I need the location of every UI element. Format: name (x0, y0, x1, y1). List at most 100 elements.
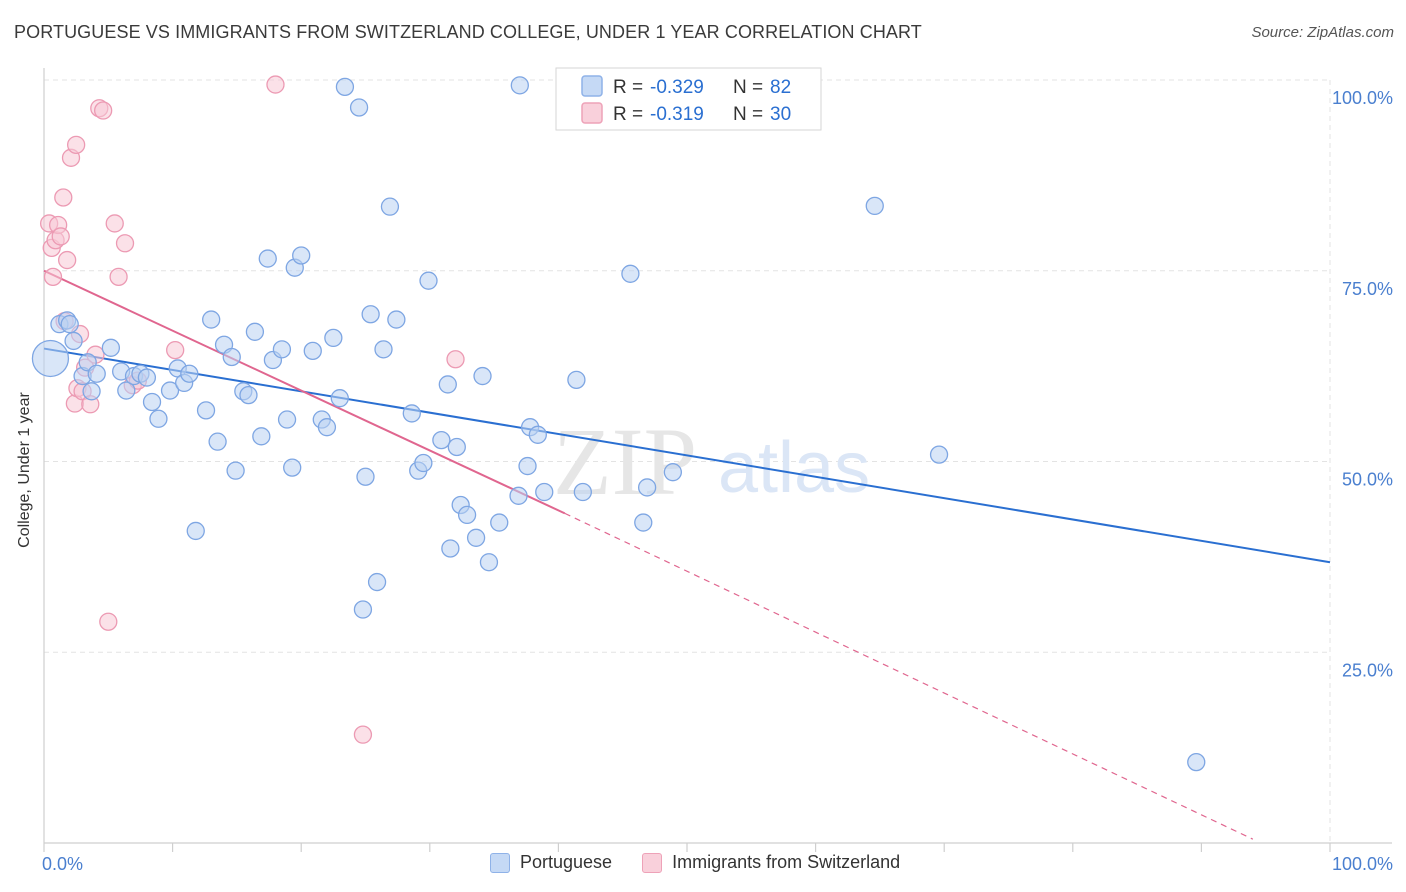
point-portuguese (353, 600, 373, 619)
point-portuguese (137, 368, 157, 387)
stats-n-value-2: 30 (770, 104, 791, 125)
point-portuguese (324, 328, 343, 348)
stats-r-label-2: R = (613, 104, 643, 125)
point-portuguese (277, 410, 297, 429)
point-swiss (266, 75, 285, 94)
point-swiss (54, 188, 73, 207)
point-portuguese (252, 427, 271, 446)
point-portuguese (31, 339, 70, 378)
watermark-atlas: atlas (718, 428, 870, 508)
point-portuguese (283, 458, 302, 477)
point-portuguese (258, 249, 277, 268)
stats-r-label-1: R = (613, 77, 643, 98)
legend-item-portuguese[interactable]: Portuguese (490, 852, 612, 873)
point-portuguese (387, 310, 406, 329)
point-portuguese (419, 271, 438, 290)
point-portuguese (457, 505, 477, 525)
point-portuguese (60, 315, 79, 334)
point-portuguese (245, 322, 265, 341)
axes (43, 68, 1392, 852)
point-portuguese (202, 310, 221, 329)
point-swiss (109, 267, 128, 287)
stats-r-value-1: -0.329 (650, 77, 704, 98)
point-portuguese (402, 404, 421, 423)
point-portuguese (637, 478, 657, 497)
point-swiss (51, 227, 70, 246)
point-portuguese (160, 381, 180, 400)
point-portuguese (196, 401, 216, 420)
point-portuguese (208, 432, 227, 451)
point-portuguese (374, 340, 393, 359)
stats-n-label-2: N = (733, 104, 763, 125)
point-portuguese (330, 389, 349, 408)
point-portuguese (303, 341, 322, 361)
y-tick-label: 25.0% (1342, 660, 1393, 680)
point-portuguese (292, 246, 311, 265)
point-swiss (94, 101, 113, 120)
point-portuguese (356, 467, 375, 486)
point-portuguese (535, 482, 554, 502)
stats-swatch-pink (581, 102, 603, 124)
point-portuguese (528, 425, 547, 444)
point-swiss (57, 250, 77, 270)
point-portuguese (473, 366, 492, 386)
point-portuguese (438, 375, 457, 394)
y-axis-label: College, Under 1 year (16, 392, 33, 548)
point-portuguese (447, 437, 466, 457)
point-swiss (99, 612, 118, 631)
trend-lines (43, 269, 1331, 840)
point-swiss (43, 267, 63, 287)
y-tick-label: 50.0% (1342, 470, 1393, 490)
point-portuguese (222, 347, 241, 367)
points-portuguese (31, 76, 1206, 772)
point-portuguese (663, 463, 683, 482)
watermark-zip: ZIP (553, 408, 697, 515)
point-swiss (166, 340, 185, 360)
point-portuguese (490, 513, 509, 532)
trend-line-swiss (43, 269, 566, 515)
x-tick-label-min: 0.0% (42, 854, 83, 874)
y-tick-label: 75.0% (1342, 279, 1393, 299)
point-portuguese (518, 456, 537, 476)
point-portuguese (929, 445, 949, 464)
chart-title: PORTUGUESE VS IMMIGRANTS FROM SWITZERLAN… (14, 22, 922, 42)
point-portuguese (634, 513, 653, 532)
trend-line-portuguese (43, 347, 1331, 564)
watermark: ZIP atlas (553, 408, 870, 515)
point-swiss (105, 214, 124, 233)
legend-label-portuguese: Portuguese (520, 852, 613, 872)
point-portuguese (432, 430, 451, 450)
stats-n-label-1: N = (733, 77, 763, 98)
point-swiss (353, 725, 373, 744)
point-portuguese (180, 364, 199, 383)
points-swiss (39, 75, 465, 744)
stats-n-value-1: 82 (770, 77, 791, 98)
x-tick-label-max: 100.0% (1332, 854, 1393, 874)
point-portuguese (272, 340, 292, 359)
point-portuguese (117, 381, 136, 400)
legend-swatch-swiss (642, 852, 663, 873)
point-portuguese (82, 382, 101, 401)
point-portuguese (621, 264, 640, 283)
point-portuguese (441, 539, 460, 558)
point-portuguese (361, 305, 380, 324)
legend-item-swiss[interactable]: Immigrants from Switzerland (642, 852, 900, 873)
legend-label-swiss: Immigrants from Switzerland (672, 852, 901, 872)
point-portuguese (239, 385, 258, 405)
point-swiss (115, 234, 135, 253)
point-portuguese (142, 392, 162, 412)
trend-line-swiss-extension (564, 512, 1254, 840)
point-portuguese (101, 338, 121, 357)
point-swiss (446, 350, 465, 369)
point-portuguese (573, 482, 592, 502)
point-portuguese (317, 418, 337, 437)
point-portuguese (87, 364, 106, 383)
y-axis-label-wrap: College, Under 1 year (16, 370, 34, 548)
point-portuguese (64, 331, 83, 351)
point-swiss (67, 135, 86, 155)
point-portuguese (567, 370, 586, 390)
point-portuguese (479, 553, 499, 572)
point-portuguese (509, 486, 528, 505)
source-label: Source: ZipAtlas.com (1251, 24, 1394, 41)
